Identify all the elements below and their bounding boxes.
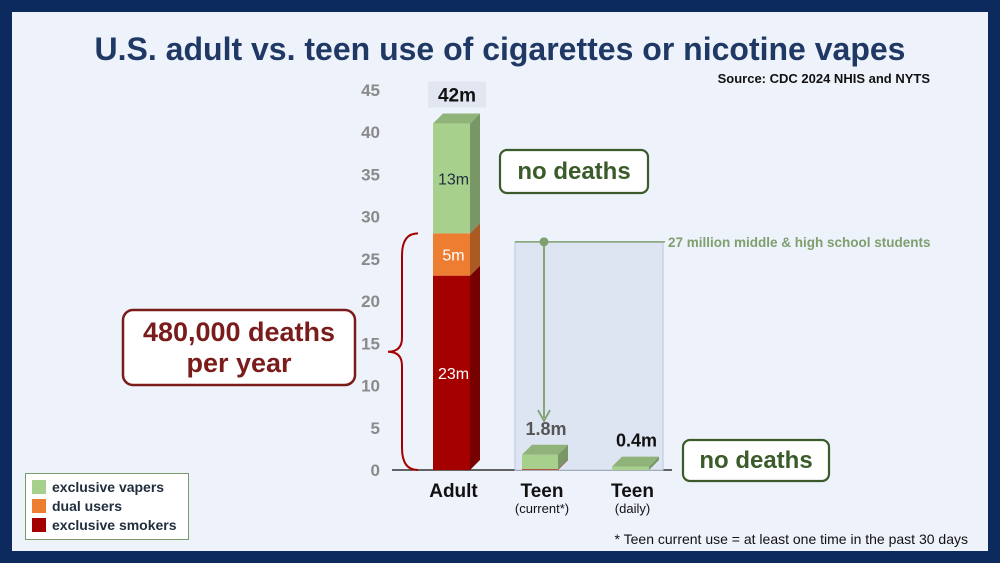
no-deaths-teen-callout: [681, 438, 831, 483]
teen-population-label: 27 million middle & high school students: [668, 235, 931, 250]
brace-deaths: [387, 232, 419, 471]
bar-segment-exclusive-vapers: [612, 466, 649, 470]
bar-segment-exclusive-vapers: [433, 123, 470, 234]
bar-segment-side: [470, 223, 480, 276]
segment-value-label: 13m: [438, 171, 469, 188]
legend-label: dual users: [52, 497, 123, 514]
bar-top-face: [433, 113, 480, 124]
bar-total-label: 0.4m: [616, 431, 657, 451]
bar-top-face: [522, 444, 568, 455]
bar-segment-side: [558, 459, 568, 470]
deaths-callout-line1: 480,000 deaths: [143, 317, 335, 347]
y-tick-label: 5: [371, 419, 380, 438]
teen-population-area: [514, 241, 664, 471]
legend-swatch: [32, 517, 46, 532]
y-tick-label: 45: [361, 81, 380, 100]
legend-swatch: [32, 479, 46, 494]
bar-segment-side: [558, 444, 568, 470]
no-deaths-vapers-callout: [498, 148, 650, 195]
deaths-callout-line2: per year: [186, 348, 292, 378]
bar-segment-exclusive-smokers: [522, 469, 558, 470]
bar-segment-side: [558, 459, 568, 470]
category-label: Teen: [521, 481, 564, 502]
teen-arrow-head: [537, 409, 551, 423]
bar-segment-exclusive-vapers: [522, 454, 558, 470]
source-note: Source: CDC 2024 NHIS and NYTS: [718, 71, 931, 86]
bar-segment-dual-users: [433, 233, 470, 276]
y-tick-label: 40: [361, 123, 380, 142]
bar-total-label: 1.8m: [525, 419, 566, 439]
legend: exclusive vapers dual users exclusive smok…: [25, 473, 189, 540]
chart-title: U.S. adult vs. teen use of cigarettes or…: [95, 31, 906, 67]
bar-segment-side: [470, 265, 480, 470]
legend-label: exclusive smokers: [52, 516, 177, 533]
legend-item-exclusive-vapers: exclusive vapers: [32, 477, 182, 496]
teen-population-box: 27 million middle & high school students: [514, 235, 931, 471]
segment-value-label: 5m: [442, 248, 464, 265]
bars: 23m5m13m42mAdult1.8mTeen(current*)0.4mTe…: [428, 81, 659, 516]
bar-top-face: [612, 456, 659, 467]
legend-label: exclusive vapers: [52, 478, 165, 495]
footnote: * Teen current use = at least one time i…: [615, 531, 968, 547]
deaths-callout: [121, 308, 357, 387]
category-label: Adult: [429, 481, 478, 502]
category-label: Teen: [611, 481, 654, 502]
y-tick-label: 25: [361, 250, 380, 269]
y-tick-label: 20: [361, 292, 380, 311]
bar-segment-side: [470, 113, 480, 234]
y-tick-label: 10: [361, 377, 380, 396]
no-deaths-vapers-text: no deaths: [517, 158, 630, 185]
y-tick-label: 30: [361, 208, 380, 227]
category-sublabel: (current*): [515, 501, 569, 516]
y-tick-label: 35: [361, 165, 380, 184]
legend-swatch: [32, 498, 46, 513]
legend-item-dual-users: dual users: [32, 496, 182, 515]
bar-total-label: 42m: [438, 86, 476, 107]
bar-segment-side: [649, 456, 659, 470]
bar-segment-exclusive-smokers: [433, 275, 470, 470]
category-sublabel: (daily): [615, 501, 650, 516]
y-tick-label: 15: [361, 334, 380, 353]
legend-item-exclusive-smokers: exclusive smokers: [32, 515, 182, 534]
segment-value-label: 23m: [438, 366, 469, 383]
no-deaths-teen-text: no deaths: [699, 447, 812, 474]
total-label-bg: [428, 81, 486, 108]
y-tick-label: 0: [371, 461, 380, 480]
